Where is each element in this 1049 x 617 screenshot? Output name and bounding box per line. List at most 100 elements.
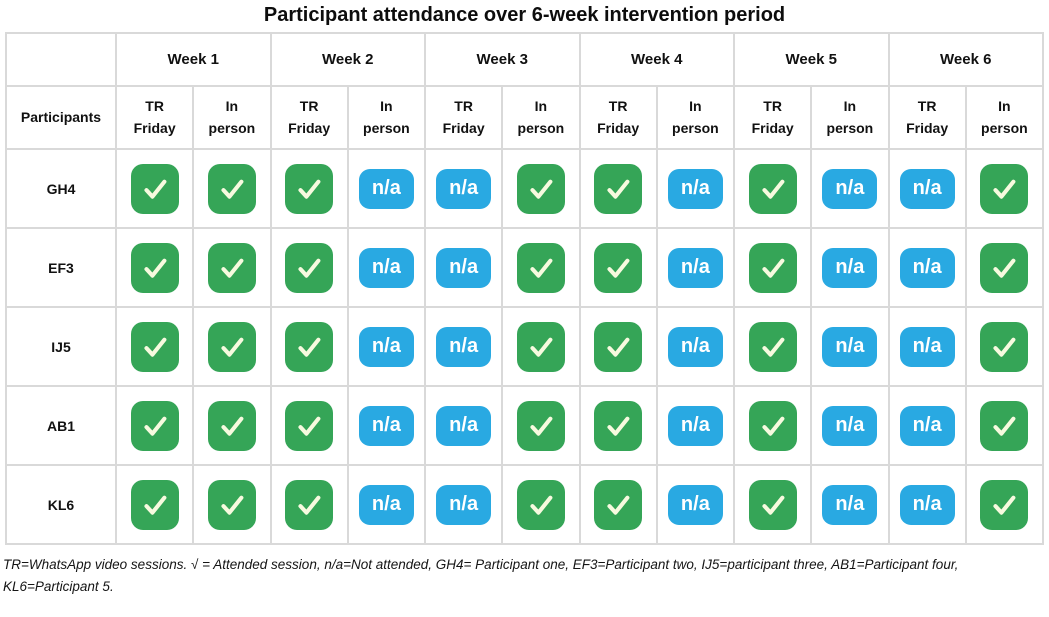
attendance-cell [964,148,1045,229]
table-row: KL6 n/a n/a n/a n/a n/a [5,464,1045,545]
attendance-cell [964,227,1045,308]
attendance-cell: n/a [810,227,890,308]
attendance-cell: n/a [887,306,967,387]
na-icon: n/a [667,405,723,446]
na-icon: n/a [899,247,955,288]
check-icon [594,163,643,214]
attendance-cell: n/a [423,227,504,308]
attendance-cell: n/a [887,148,967,229]
attendance-cell [732,148,813,229]
session-header-tr-friday: TR Friday [423,85,504,150]
check-icon [594,242,643,293]
session-header-in-person: In person [964,85,1045,150]
week-header: Week 5 [733,32,890,87]
attendance-cell: n/a [655,148,736,229]
attendance-cell [501,306,581,387]
na-icon: n/a [436,326,492,367]
participants-column-header: Participants [5,85,117,150]
check-icon [207,242,256,293]
weeks-header-row: Week 1 Week 2 Week 3 Week 4 Week 5 Week 6 [5,32,1044,87]
na-icon: n/a [899,168,955,209]
attendance-cell [501,385,581,466]
attendance-cell [964,464,1045,545]
na-icon: n/a [667,484,723,525]
attendance-cell [269,148,349,229]
check-icon [285,400,334,451]
attendance-cell [501,227,581,308]
check-icon [207,321,256,372]
attendance-table: Week 1 Week 2 Week 3 Week 4 Week 5 Week 6 Par… [5,32,1045,545]
attendance-cell [192,464,272,545]
check-icon [748,242,797,293]
check-icon [285,321,334,372]
participant-label: KL6 [5,464,117,545]
check-icon [594,321,643,372]
check-icon [285,479,334,530]
check-icon [980,321,1029,372]
na-icon: n/a [358,168,414,209]
week-header: Week 2 [269,32,426,87]
corner-cell [5,32,117,87]
attendance-cell [732,464,813,545]
attendance-cell [192,227,272,308]
attendance-cell: n/a [655,464,736,545]
week-header: Week 4 [578,32,735,87]
na-icon: n/a [667,168,723,209]
na-icon: n/a [358,326,414,367]
attendance-cell: n/a [423,464,504,545]
attendance-cell [114,227,195,308]
check-icon [748,163,797,214]
session-header-tr-friday: TR Friday [114,85,195,150]
na-icon: n/a [436,247,492,288]
attendance-cell: n/a [887,227,967,308]
attendance-cell [964,385,1045,466]
table-row: EF3 n/a n/a n/a n/a n/a [5,227,1045,308]
na-icon: n/a [822,247,878,288]
check-icon [748,321,797,372]
attendance-cell [578,227,658,308]
na-icon: n/a [667,326,723,367]
session-header-tr-friday: TR Friday [269,85,349,150]
check-icon [130,163,179,214]
attendance-cell: n/a [655,306,736,387]
attendance-cell [578,464,658,545]
attendance-cell [269,306,349,387]
week-header: Week 1 [115,32,272,87]
attendance-cell: n/a [887,385,967,466]
check-icon [130,321,179,372]
attendance-cell [114,306,195,387]
na-icon: n/a [899,326,955,367]
na-icon: n/a [822,326,878,367]
attendance-cell: n/a [423,306,504,387]
check-icon [980,479,1029,530]
check-icon [516,400,565,451]
figure-title: Participant attendance over 6-week inter… [263,4,786,26]
attendance-cell: n/a [346,385,427,466]
attendance-cell [578,148,658,229]
table-row: GH4 n/a n/a n/a n/a n/a [5,148,1045,229]
check-icon [207,163,256,214]
attendance-cell: n/a [810,148,890,229]
attendance-cell [192,148,272,229]
check-icon [980,242,1029,293]
attendance-cell [501,148,581,229]
week-header: Week 6 [887,32,1044,87]
na-icon: n/a [822,168,878,209]
attendance-cell [114,385,195,466]
attendance-cell: n/a [346,306,427,387]
check-icon [748,400,797,451]
attendance-cell [114,464,195,545]
attendance-cell [964,306,1045,387]
attendance-cell: n/a [810,385,890,466]
participant-label: GH4 [5,148,117,229]
session-header-in-person: In person [810,85,890,150]
attendance-cell [269,464,349,545]
attendance-cell: n/a [810,306,890,387]
participant-label: EF3 [5,227,117,308]
week-header: Week 3 [424,32,581,87]
session-header-tr-friday: TR Friday [578,85,658,150]
na-icon: n/a [436,405,492,446]
figure-footnote: TR=WhatsApp video sessions. √ = Attended… [3,554,1049,597]
check-icon [207,479,256,530]
check-icon [130,479,179,530]
